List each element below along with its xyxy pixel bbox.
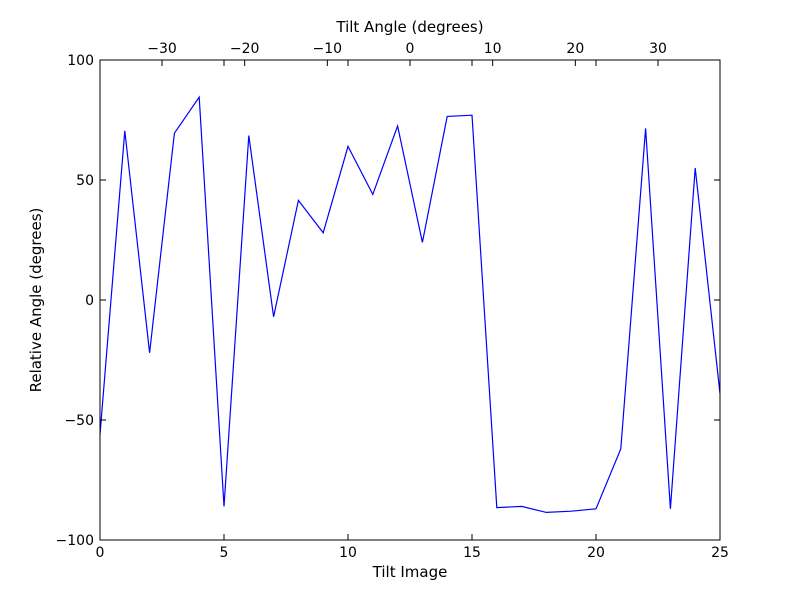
y-tick-label: −100 (56, 533, 94, 549)
x-tick-label: 10 (339, 545, 357, 561)
y-tick-label: −50 (64, 413, 94, 429)
top-x-tick-label: 30 (649, 41, 667, 57)
x-axis-label: Tilt Image (372, 563, 448, 581)
x-tick-label: 25 (711, 545, 729, 561)
x-tick-label: 20 (587, 545, 605, 561)
top-x-axis-label: Tilt Angle (degrees) (335, 18, 483, 36)
y-axis-label: Relative Angle (degrees) (27, 208, 45, 393)
x-tick-label: 5 (220, 545, 229, 561)
x-tick-label: 0 (96, 545, 105, 561)
plot-frame (99, 59, 721, 541)
top-x-tick-label: 10 (484, 41, 502, 57)
top-x-tick-label: 20 (566, 41, 584, 57)
y-tick-label: 100 (67, 53, 94, 69)
top-x-tick-label: 0 (406, 41, 415, 57)
top-x-tick-label: −10 (313, 41, 343, 57)
chart-marks (99, 95, 721, 514)
series-line (99, 95, 721, 514)
x-tick-label: 15 (463, 545, 481, 561)
top-x-tick-label: −20 (230, 41, 260, 57)
top-x-tick-label: −30 (147, 41, 177, 57)
y-tick-label: 0 (85, 293, 94, 309)
y-tick-label: 50 (76, 173, 94, 189)
